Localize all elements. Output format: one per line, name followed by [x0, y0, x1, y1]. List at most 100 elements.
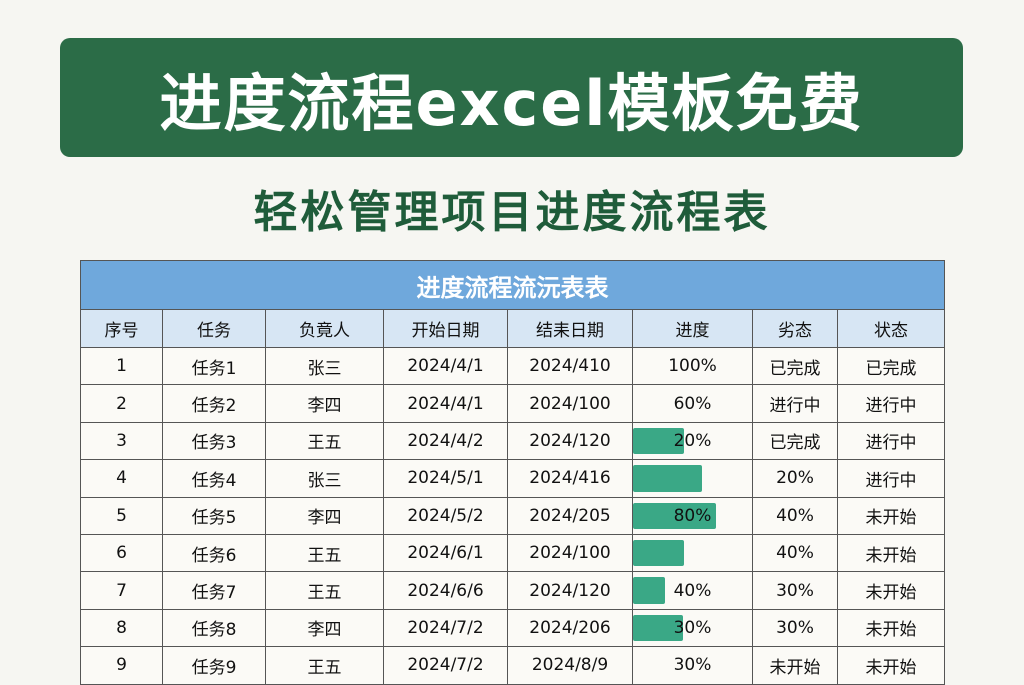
table-cell: 进行中	[838, 423, 944, 459]
column-header: 进度	[633, 310, 753, 347]
cell-text: 2024/120	[529, 580, 611, 601]
cell-text: 王五	[307, 433, 342, 454]
cell-text: 2024/206	[529, 617, 611, 638]
table-cell: 进行中	[838, 460, 944, 496]
table-cell: 未开始	[838, 498, 944, 534]
table-cell: 2024/120	[508, 572, 633, 609]
cell-text: 进行中	[865, 433, 917, 454]
column-header: 结耒日期	[508, 310, 633, 347]
table-cell: 2024/8/9	[508, 647, 633, 684]
table-row: 8 任务8 李四 2024/7/2 2024/206 30% 30% 未开始	[81, 609, 944, 648]
table-row: 2 任务2 李四 2024/4/1 2024/100 60% 进行中 进行中	[81, 385, 944, 423]
table-cell: 2024/6/1	[384, 534, 508, 572]
table-cell: 李四	[266, 385, 384, 422]
cell-text: 2024/6/6	[407, 580, 484, 601]
cell-text: 李四	[307, 508, 342, 529]
table-cell: 8	[81, 609, 163, 647]
table-cell: 未开始	[838, 610, 944, 646]
cell-text: 7	[116, 580, 127, 601]
cell-text: 30%	[673, 655, 712, 676]
banner-title: 进度流程excel模板免费	[60, 38, 963, 157]
cell-text: 30%	[673, 617, 712, 638]
cell-text: 张三	[307, 470, 342, 491]
table-title: 进度流程流沅表表	[81, 261, 944, 310]
cell-text: 40%	[673, 580, 712, 601]
table-cell: 任务7	[163, 572, 266, 609]
cell-text: 2024/100	[529, 543, 611, 564]
cell-text: 2024/6/1	[407, 543, 484, 564]
table-cell: 60%	[633, 385, 753, 422]
table-body: 1 任务1 张三 2024/4/1 2024/410 100% 已完成 已完成 2 任务2 李四 20…	[81, 348, 944, 684]
column-header: 序号	[81, 310, 163, 347]
table-cell: 任务3	[163, 422, 266, 460]
table-cell	[633, 534, 753, 572]
cell-text: 6	[116, 543, 127, 564]
column-header: 负竟人	[266, 310, 384, 347]
table-cell: 2024/4/1	[384, 385, 508, 422]
table-cell: 张三	[266, 348, 384, 385]
cell-text: 任务5	[191, 508, 237, 529]
table-cell: 20%	[633, 422, 753, 460]
cell-text: 已完成	[769, 433, 821, 454]
table-row: 4 任务4 张三 2024/5/1 2024/416 20% 进行中	[81, 460, 944, 498]
progress-bar	[633, 465, 703, 492]
cell-text: 2024/5/2	[407, 505, 484, 526]
table-cell: 2024/7/2	[384, 647, 508, 684]
table-cell: 张三	[266, 460, 384, 497]
cell-text: 60%	[673, 393, 712, 414]
cell-text: 20%	[673, 430, 712, 451]
table-cell: 未开始	[838, 572, 944, 608]
cell-text: 李四	[307, 396, 342, 417]
table-cell: 进行中	[753, 385, 838, 422]
cell-text: 1	[116, 356, 127, 377]
table-cell: 任务2	[163, 385, 266, 422]
table-cell: 2024/206	[508, 609, 633, 647]
table-cell: 40%	[633, 572, 753, 609]
cell-text: 任务7	[191, 583, 237, 604]
cell-text: 2024/5/1	[407, 468, 484, 489]
table-cell: 任务4	[163, 460, 266, 497]
cell-text: 已完成	[865, 358, 917, 379]
table-cell: 王五	[266, 534, 384, 572]
cell-text: 任务1	[191, 358, 237, 379]
table-cell: 1	[81, 348, 163, 385]
table-cell: 20%	[753, 460, 838, 497]
table-cell: 30%	[753, 572, 838, 609]
cell-text: 未开始	[865, 508, 917, 529]
column-header: 开始日期	[384, 310, 508, 347]
column-header: 劣态	[753, 310, 838, 347]
cell-text: 进行中	[865, 396, 917, 417]
table-cell: 2024/6/6	[384, 572, 508, 609]
cell-text: 未开始	[865, 545, 917, 566]
progress-bar	[633, 502, 717, 529]
cell-text: 5	[116, 505, 127, 526]
cell-text: 任务3	[191, 433, 237, 454]
cell-text: 40%	[776, 543, 814, 564]
table-cell: 任务6	[163, 534, 266, 572]
cell-text: 未开始	[865, 657, 917, 678]
cell-text: 李四	[307, 620, 342, 641]
table-cell: 100%	[633, 348, 753, 385]
table-cell: 已完成	[838, 348, 944, 384]
table-cell: 2024/120	[508, 422, 633, 460]
table-cell	[633, 460, 753, 497]
table-cell: 2024/4/1	[384, 348, 508, 385]
table-cell: 2024/100	[508, 385, 633, 422]
cell-text: 2024/416	[529, 468, 611, 489]
cell-text: 9	[116, 655, 127, 676]
table-row: 9 任务9 王五 2024/7/2 2024/8/9 30% 未开始 未开始	[81, 647, 944, 684]
cell-text: 2024/4/2	[407, 430, 484, 451]
cell-text: 2024/120	[529, 430, 611, 451]
table-row: 1 任务1 张三 2024/4/1 2024/410 100% 已完成 已完成	[81, 348, 944, 386]
cell-text: 100%	[668, 356, 717, 377]
cell-text: 2	[116, 393, 127, 414]
column-header: 状态	[874, 321, 908, 341]
cell-text: 2024/4/1	[407, 393, 484, 414]
table-cell: 2	[81, 385, 163, 422]
cell-text: 8	[116, 617, 127, 638]
table-cell: 4	[81, 460, 163, 497]
table-cell: 任务9	[163, 647, 266, 684]
cell-text: 2024/410	[529, 356, 611, 377]
table-cell: 30%	[633, 647, 753, 684]
progress-table: 进度流程流沅表表 序号 任务 负竟人 开始日期 结耒日期 进度 劣态 状态 1 任务1 张三 202…	[80, 260, 945, 685]
